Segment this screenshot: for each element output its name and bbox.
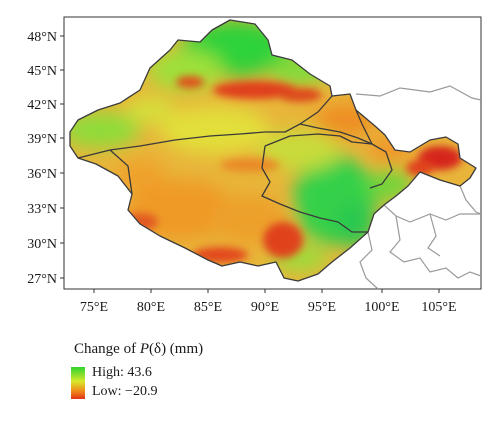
legend-low-label: Low: −20.9 xyxy=(92,384,158,399)
legend-title-suffix: (δ) (mm) xyxy=(149,341,204,357)
lat-label-30: 30°N xyxy=(27,237,57,252)
lon-label-90: 90°E xyxy=(251,300,279,315)
lat-label-39: 39°N xyxy=(27,132,57,147)
legend-title-symbol: P xyxy=(139,341,149,357)
longitude-labels: 75°E 80°E 85°E 90°E 95°E 100°E 105°E xyxy=(80,300,457,315)
lon-label-95: 95°E xyxy=(308,300,336,315)
lat-label-27: 27°N xyxy=(27,272,57,287)
lat-label-45: 45°N xyxy=(27,64,57,79)
lon-label-105: 105°E xyxy=(421,300,456,315)
lon-label-75: 75°E xyxy=(80,300,108,315)
lon-label-100: 100°E xyxy=(364,300,399,315)
lon-label-85: 85°E xyxy=(194,300,222,315)
lat-label-33: 33°N xyxy=(27,202,57,217)
legend-title-prefix: Change of xyxy=(74,341,140,357)
neighbor-boundaries xyxy=(355,85,482,290)
legend-high-label: High: 43.6 xyxy=(92,365,152,380)
lat-label-42: 42°N xyxy=(27,98,57,113)
lat-label-36: 36°N xyxy=(27,167,57,182)
map-figure: 48°N 45°N 42°N 39°N 36°N 33°N 30°N 27°N … xyxy=(27,16,482,315)
lat-label-48: 48°N xyxy=(27,30,57,45)
legend-color-ramp xyxy=(71,367,85,399)
legend-title: Change of P(δ) (mm) xyxy=(74,341,203,358)
axis-ticks xyxy=(60,35,440,293)
latitude-labels: 48°N 45°N 42°N 39°N 36°N 33°N 30°N 27°N xyxy=(27,30,57,287)
lon-label-80: 80°E xyxy=(137,300,165,315)
province-boundaries xyxy=(69,19,477,282)
